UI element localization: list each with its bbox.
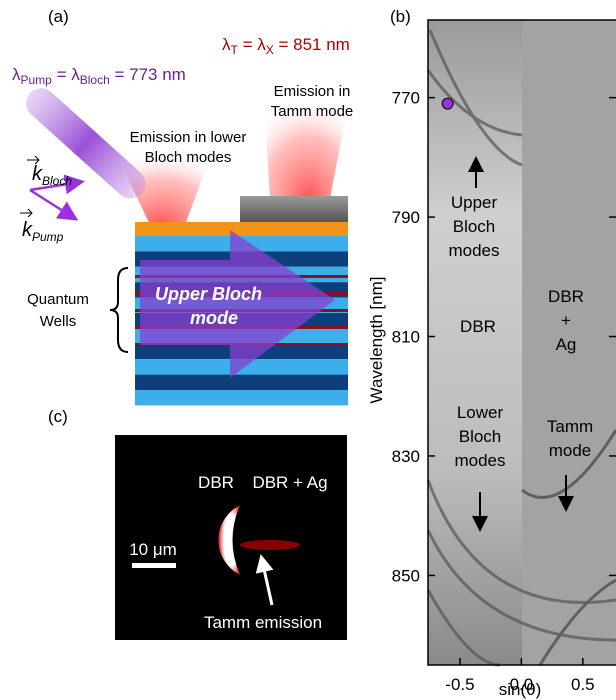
panel-c: (c) DBR DBR + Ag 10 μm Tamm emission xyxy=(48,407,347,640)
cap-layer xyxy=(135,222,348,236)
y-tick-label: 830 xyxy=(392,447,420,466)
scale-bar xyxy=(132,563,176,568)
dbr-label: DBR xyxy=(460,317,496,336)
scale-text: 10 μm xyxy=(129,540,177,559)
c-dbr: DBR xyxy=(198,473,234,492)
x-tick-label: 0.5 xyxy=(571,675,595,694)
panel-label: (a) xyxy=(48,7,69,26)
y-tick-label: 850 xyxy=(392,566,420,585)
y-tick-label: 810 xyxy=(392,328,420,347)
x-tick-label: 0.0 xyxy=(510,675,534,694)
panel-label: (c) xyxy=(48,407,68,426)
k-bloch: kBloch xyxy=(32,163,72,188)
k-pump-arrow xyxy=(30,190,74,218)
tamm-spot xyxy=(240,540,300,550)
brace xyxy=(110,268,128,352)
tamm-emission: Tamm emission xyxy=(204,613,322,632)
layer xyxy=(135,390,348,405)
c-dbr-ag: DBR + Ag xyxy=(252,473,327,492)
y-tick-label: 770 xyxy=(392,89,420,108)
y-tick-label: 790 xyxy=(392,208,420,227)
tamm-wavelength: λT = λX = 851 nm xyxy=(222,35,350,57)
panel-label: (b) xyxy=(390,7,411,26)
silver-layer xyxy=(240,196,348,222)
pump-marker xyxy=(442,98,453,109)
y-axis-label: Wavelength [nm] xyxy=(367,277,386,404)
x-tick-label: -0.5 xyxy=(445,675,474,694)
panel-a: (a) λPump = λBloch = 773 nm λT = λX = 85… xyxy=(12,7,355,405)
pump-wavelength: λPump = λBloch = 773 nm xyxy=(12,65,186,87)
figure: (a) λPump = λBloch = 773 nm λT = λX = 85… xyxy=(0,0,616,700)
layer xyxy=(135,375,348,390)
k-pump: kPump xyxy=(22,219,64,244)
